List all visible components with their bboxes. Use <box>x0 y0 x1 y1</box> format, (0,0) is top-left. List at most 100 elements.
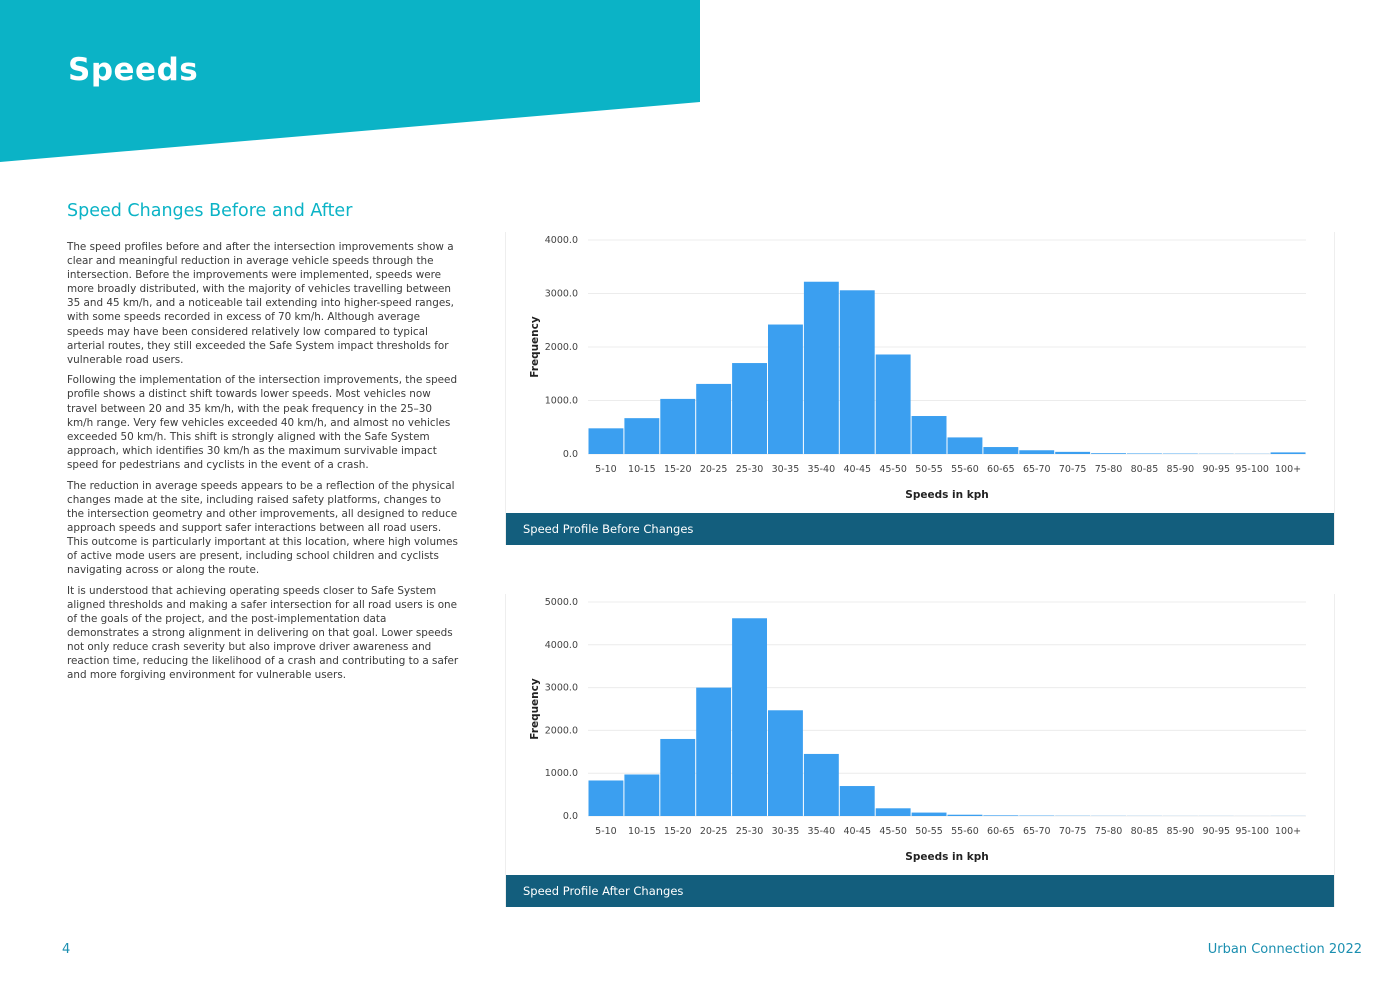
paragraph-4: It is understood that achieving operatin… <box>67 584 459 682</box>
paragraph-3: The reduction in average speeds appears … <box>67 479 458 577</box>
bar <box>839 786 875 816</box>
bar <box>839 290 875 454</box>
bar <box>732 618 767 816</box>
x-tick-label: 5-10 <box>595 464 617 475</box>
x-tick-label: 70-75 <box>1059 826 1087 837</box>
page-title: Speeds <box>68 52 199 88</box>
x-tick-label: 80-85 <box>1131 464 1159 475</box>
x-tick-label: 25-30 <box>736 826 764 837</box>
y-tick-label: 4000.0 <box>545 235 578 246</box>
bar <box>983 815 1019 816</box>
bar <box>1270 452 1306 454</box>
x-tick-label: 70-75 <box>1059 464 1087 475</box>
chart-after: 0.0 1000.0 2000.0 3000.0 4000.0 5000.0 5-10 10-… <box>529 597 1306 863</box>
x-tick-label: 45-50 <box>879 826 907 837</box>
x-tick-label: 35-40 <box>808 464 836 475</box>
chart-caption-before: Speed Profile Before Changes <box>506 513 1334 545</box>
x-tick-label: 60-65 <box>987 826 1015 837</box>
section-heading: Speed Changes Before and After <box>67 201 353 221</box>
y-tick-label: 1000.0 <box>545 396 578 407</box>
y-tick-label: 0.0 <box>563 449 578 460</box>
x-tick-label: 65-70 <box>1023 464 1051 475</box>
x-tick-label: 35-40 <box>808 826 836 837</box>
paragraph-2: Following the implementation of the inte… <box>67 374 458 471</box>
bar <box>875 354 911 454</box>
bar <box>660 398 696 454</box>
x-tick-label: 10-15 <box>628 826 656 837</box>
x-tick-label: 50-55 <box>915 464 943 475</box>
x-tick-label: 45-50 <box>879 464 907 475</box>
x-tick-label: 30-35 <box>772 464 800 475</box>
x-tick-label: 90-95 <box>1202 826 1230 837</box>
bar <box>588 428 624 454</box>
body-text: The speed profiles before and after the … <box>67 240 459 689</box>
y-tick-label: 1000.0 <box>545 768 578 779</box>
bar <box>660 738 696 816</box>
y-tick-label: 2000.0 <box>545 342 578 353</box>
bar <box>947 437 983 454</box>
chart-card-after: 0.0 1000.0 2000.0 3000.0 4000.0 5000.0 5-10 10-… <box>505 594 1335 907</box>
y-tick-label: 2000.0 <box>545 725 578 736</box>
x-tick-label: 100+ <box>1275 826 1301 837</box>
bar <box>624 774 660 816</box>
bar <box>803 753 839 816</box>
x-axis-title: Speeds in kph <box>905 851 988 863</box>
x-tick-label: 25-30 <box>736 464 764 475</box>
y-axis-title: Frequency <box>529 678 541 740</box>
x-tick-label: 80-85 <box>1131 826 1159 837</box>
x-tick-label: 15-20 <box>664 464 692 475</box>
x-tick-label: 40-45 <box>843 464 871 475</box>
bar <box>1091 453 1126 454</box>
bar <box>1055 451 1091 454</box>
chart-card-before: 0.0 1000.0 2000.0 3000.0 4000.0 5-10 10-15 15-2… <box>505 232 1335 545</box>
page-number: 4 <box>62 942 71 957</box>
x-tick-label: 90-95 <box>1202 464 1230 475</box>
bar <box>911 416 947 454</box>
x-tick-label: 40-45 <box>843 826 871 837</box>
bar <box>1019 450 1055 454</box>
bar <box>768 710 803 816</box>
y-tick-label: 5000.0 <box>545 597 578 608</box>
x-tick-label: 60-65 <box>987 464 1015 475</box>
bar <box>803 281 839 454</box>
x-tick-label: 75-80 <box>1095 464 1123 475</box>
footer-brand: Urban Connection 2022 <box>1207 942 1362 957</box>
bar <box>624 418 660 454</box>
paragraph-1: The speed profiles before and after the … <box>67 241 454 366</box>
y-tick-label: 3000.0 <box>545 683 578 694</box>
x-tick-label: 15-20 <box>664 826 692 837</box>
x-tick-label: 10-15 <box>628 464 656 475</box>
chart-caption-after: Speed Profile After Changes <box>506 875 1334 907</box>
x-tick-label: 85-90 <box>1167 826 1195 837</box>
x-tick-label: 55-60 <box>951 464 979 475</box>
bar <box>983 447 1019 454</box>
x-tick-label: 75-80 <box>1095 826 1123 837</box>
x-tick-label: 50-55 <box>915 826 943 837</box>
x-tick-label: 20-25 <box>700 826 728 837</box>
bar <box>768 324 803 454</box>
x-tick-label: 95-100 <box>1235 826 1269 837</box>
x-tick-label: 30-35 <box>772 826 800 837</box>
bar <box>732 363 767 454</box>
bar <box>911 812 947 816</box>
x-tick-label: 55-60 <box>951 826 979 837</box>
y-tick-label: 3000.0 <box>545 289 578 300</box>
y-tick-label: 4000.0 <box>545 640 578 651</box>
x-tick-label: 100+ <box>1275 464 1301 475</box>
bar <box>696 383 732 454</box>
bar <box>1127 453 1162 454</box>
bar <box>588 780 624 816</box>
x-tick-label: 85-90 <box>1167 464 1195 475</box>
header-banner <box>0 0 700 162</box>
bar <box>875 808 911 816</box>
x-tick-label: 5-10 <box>595 826 617 837</box>
x-axis-title: Speeds in kph <box>905 489 988 501</box>
x-tick-label: 65-70 <box>1023 826 1051 837</box>
y-tick-label: 0.0 <box>563 811 578 822</box>
chart-before: 0.0 1000.0 2000.0 3000.0 4000.0 5-10 10-15 15-2… <box>529 235 1306 501</box>
x-tick-label: 20-25 <box>700 464 728 475</box>
y-axis-title: Frequency <box>529 316 541 378</box>
bar <box>947 814 983 816</box>
x-tick-label: 95-100 <box>1235 464 1269 475</box>
bar <box>696 687 732 816</box>
